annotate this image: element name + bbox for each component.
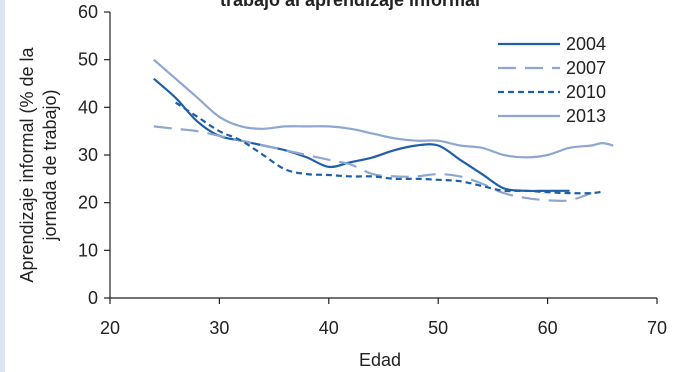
plot-lines: [153, 58, 614, 203]
y-tick-label: 30: [78, 145, 98, 165]
axes: 20 30 40 50 60 70 0 10 20 30 40 50 60: [78, 2, 667, 338]
x-tick-label: 40: [319, 318, 339, 338]
series-line-2010: [175, 101, 603, 195]
series-line-2007: [153, 125, 592, 203]
y-tick-label: 20: [78, 193, 98, 213]
y-axis-title-line-1: Aprendizaje informal (% de la: [17, 46, 37, 282]
x-tick-label: 60: [538, 318, 558, 338]
x-tick-label: 20: [100, 318, 120, 338]
left-rule: [0, 0, 5, 372]
y-tick-label: 60: [78, 2, 98, 22]
x-tick-label: 70: [647, 318, 667, 338]
x-axis-title: Edad: [359, 350, 401, 370]
legend-label-2010: 2010: [566, 82, 606, 102]
legend-label-2007: 2007: [566, 58, 606, 78]
legend: 2004 2007 2010 2013: [498, 34, 606, 126]
y-axis-title-line-2: jornada de trabajo): [40, 89, 60, 241]
series-line-2013: [153, 58, 614, 159]
y-axis-title: Aprendizaje informal (% de la jornada de…: [17, 46, 60, 282]
legend-label-2013: 2013: [566, 106, 606, 126]
x-tick-label: 50: [428, 318, 448, 338]
legend-label-2004: 2004: [566, 34, 606, 54]
x-tick-label: 30: [209, 318, 229, 338]
y-tick-label: 50: [78, 50, 98, 70]
y-tick-label: 0: [88, 288, 98, 308]
y-tick-label: 40: [78, 97, 98, 117]
y-tick-label: 10: [78, 240, 98, 260]
chart-title: trabajo al aprendizaje informal: [220, 0, 480, 10]
